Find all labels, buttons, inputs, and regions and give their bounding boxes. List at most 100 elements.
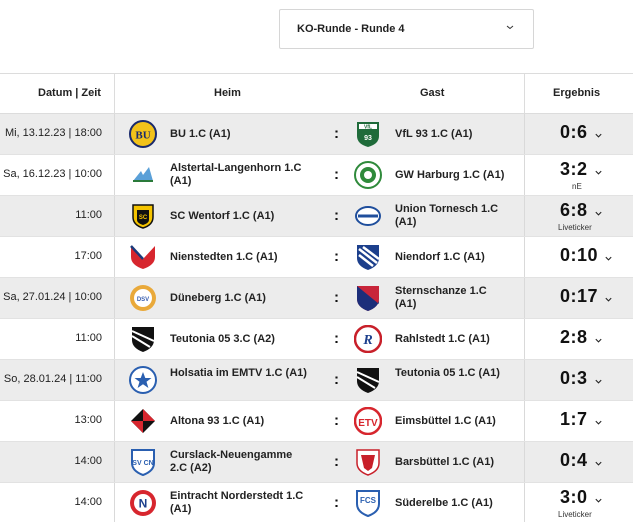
away-team-link[interactable]: Teutonia 05 1.C (A1) <box>395 367 500 379</box>
result-cell[interactable]: 0:4 <box>524 442 633 483</box>
sternschanze-crest-icon <box>354 284 382 312</box>
result-cell[interactable]: 0:10 <box>524 237 633 278</box>
result-cell[interactable]: 6:8 Liveticker <box>524 196 633 237</box>
score-separator: : <box>334 412 339 429</box>
match-score: 0:3 <box>560 368 588 388</box>
svg-text:ETV: ETV <box>358 418 378 429</box>
home-team-link[interactable]: Altona 93 1.C (A1) <box>170 415 265 427</box>
match-date: 11:00 <box>75 332 102 344</box>
header-result: Ergebnis <box>553 87 601 99</box>
result-cell[interactable]: 0:6 <box>524 114 633 155</box>
bu-crest-icon: BU <box>129 120 157 148</box>
away-team-link[interactable]: Eimsbüttel 1.C (A1) <box>395 415 496 427</box>
match-row[interactable]: 11:00 SC SC Wentorf 1.C (A1) : Union Tor… <box>0 196 633 237</box>
score-separator: : <box>334 371 339 388</box>
svg-text:SV CN: SV CN <box>132 460 153 467</box>
holsatia-crest-icon <box>129 366 157 394</box>
away-team-link[interactable]: Union Tornesch 1.C (A1) <box>395 203 499 228</box>
away-team-link[interactable]: Niendorf 1.C (A1) <box>395 251 485 263</box>
altona-crest-icon <box>129 407 157 435</box>
away-team-link[interactable]: GW Harburg 1.C (A1) <box>395 169 505 181</box>
chevron-down-icon[interactable] <box>594 131 603 140</box>
home-team-link[interactable]: SC Wentorf 1.C (A1) <box>170 210 275 222</box>
result-cell[interactable]: 0:17 <box>524 278 633 319</box>
svg-text:BU: BU <box>135 130 150 142</box>
matches-table: Datum | Zeit Heim Gast Ergebnis Mi, 13.1… <box>0 73 633 522</box>
header-date: Datum | Zeit <box>38 87 101 99</box>
match-score: 0:17 <box>560 286 599 306</box>
home-team-link[interactable]: Eintracht Norderstedt 1.C (A1) <box>170 490 304 515</box>
chevron-down-icon[interactable] <box>604 295 613 304</box>
chevron-down-icon[interactable] <box>594 377 603 386</box>
match-row[interactable]: 17:00 Nienstedten 1.C (A1) : Niendorf 1.… <box>0 237 633 278</box>
chevron-down-icon[interactable] <box>594 459 603 468</box>
home-team-link[interactable]: Nienstedten 1.C (A1) <box>170 251 278 263</box>
match-row[interactable]: 11:00 Teutonia 05 3.C (A2) : R Rahlstedt… <box>0 319 633 360</box>
home-team-link[interactable]: BU 1.C (A1) <box>170 128 231 140</box>
match-score: 0:10 <box>560 245 599 265</box>
result-cell[interactable]: 3:0 Liveticker <box>524 483 633 522</box>
round-select-value: KO-Runde - Runde 4 <box>297 23 405 35</box>
away-team-link[interactable]: VfL 93 1.C (A1) <box>395 128 473 140</box>
match-date: Mi, 13.12.23 | 18:00 <box>4 127 102 139</box>
round-select[interactable]: KO-Runde - Runde 4 <box>279 9 534 49</box>
gw-harburg-crest-icon <box>354 161 382 189</box>
home-team-link[interactable]: Düneberg 1.C (A1) <box>170 292 266 304</box>
score-separator: : <box>334 494 339 511</box>
match-score: 1:7 <box>560 409 588 429</box>
chevron-down-icon[interactable] <box>594 418 603 427</box>
match-row[interactable]: Mi, 13.12.23 | 18:00 BU BU 1.C (A1) : Vf… <box>0 114 633 155</box>
norderstedt-crest-icon: N <box>129 489 157 517</box>
liveticker-link[interactable]: Liveticker <box>558 510 592 519</box>
match-row[interactable]: 14:00 SV CN Curslack-Neuengamme 2.C (A2)… <box>0 442 633 483</box>
match-date: Sa, 16.12.23 | 10:00 <box>3 168 102 180</box>
chevron-down-icon[interactable] <box>594 496 603 505</box>
match-row[interactable]: 13:00 Altona 93 1.C (A1) : ETV Eimsbütte… <box>0 401 633 442</box>
score-separator: : <box>334 330 339 347</box>
score-separator: : <box>334 453 339 470</box>
match-date: So, 28.01.24 | 11:00 <box>3 373 102 385</box>
match-row[interactable]: Sa, 16.12.23 | 10:00 Alstertal-Langenhor… <box>0 155 633 196</box>
match-date: 14:00 <box>74 455 102 467</box>
header-home: Heim <box>214 87 241 99</box>
home-team-link[interactable]: Alstertal-Langenhorn 1.C (A1) <box>170 162 302 187</box>
result-cell[interactable]: 0:3 <box>524 360 633 401</box>
vfl93-crest-icon: VfL 93 <box>354 120 382 148</box>
match-row[interactable]: Sa, 27.01.24 | 10:00 DSV Düneberg 1.C (A… <box>0 278 633 319</box>
svg-text:DSV: DSV <box>137 297 149 303</box>
match-date: 14:00 <box>74 496 102 508</box>
chevron-down-icon[interactable] <box>594 336 603 345</box>
svg-text:FCS: FCS <box>360 496 377 505</box>
away-team-link[interactable]: Süderelbe 1.C (A1) <box>395 497 493 509</box>
match-row[interactable]: So, 28.01.24 | 11:00 Holsatia im EMTV 1.… <box>0 360 633 401</box>
home-team-link[interactable]: Holsatia im EMTV 1.C (A1) <box>170 367 307 379</box>
match-row[interactable]: 14:00 N Eintracht Norderstedt 1.C (A1) :… <box>0 483 633 522</box>
teutonia-crest-icon <box>354 366 382 394</box>
liveticker-link[interactable]: Liveticker <box>558 223 592 232</box>
score-separator: : <box>334 125 339 142</box>
match-date: Sa, 27.01.24 | 10:00 <box>3 291 102 303</box>
wentorf-crest-icon: SC <box>129 202 157 230</box>
away-team-link[interactable]: Barsbüttel 1.C (A1) <box>395 456 495 468</box>
home-team-link[interactable]: Curslack-Neuengamme 2.C (A2) <box>170 449 293 474</box>
home-team-link[interactable]: Teutonia 05 3.C (A2) <box>170 333 275 345</box>
score-separator: : <box>334 166 339 183</box>
match-date: 13:00 <box>74 414 102 426</box>
result-cell[interactable]: 3:2 nE <box>524 155 633 196</box>
score-separator: : <box>334 207 339 224</box>
chevron-down-icon[interactable] <box>594 168 603 177</box>
table-body: Mi, 13.12.23 | 18:00 BU BU 1.C (A1) : Vf… <box>0 114 633 522</box>
away-team-link[interactable]: Rahlstedt 1.C (A1) <box>395 333 490 345</box>
result-cell[interactable]: 1:7 <box>524 401 633 442</box>
away-team-link[interactable]: Sternschanze 1.C (A1) <box>395 285 487 310</box>
suederelbe-crest-icon: FCS <box>354 489 382 518</box>
chevron-down-icon[interactable] <box>594 209 603 218</box>
curslack-crest-icon: SV CN <box>129 448 157 477</box>
result-cell[interactable]: 2:8 <box>524 319 633 360</box>
match-score: 6:8 <box>560 200 588 220</box>
match-date: 17:00 <box>74 250 102 262</box>
nienstedten-crest-icon <box>129 243 157 271</box>
svg-text:R: R <box>362 333 372 348</box>
chevron-down-icon <box>506 25 514 30</box>
chevron-down-icon[interactable] <box>604 254 613 263</box>
